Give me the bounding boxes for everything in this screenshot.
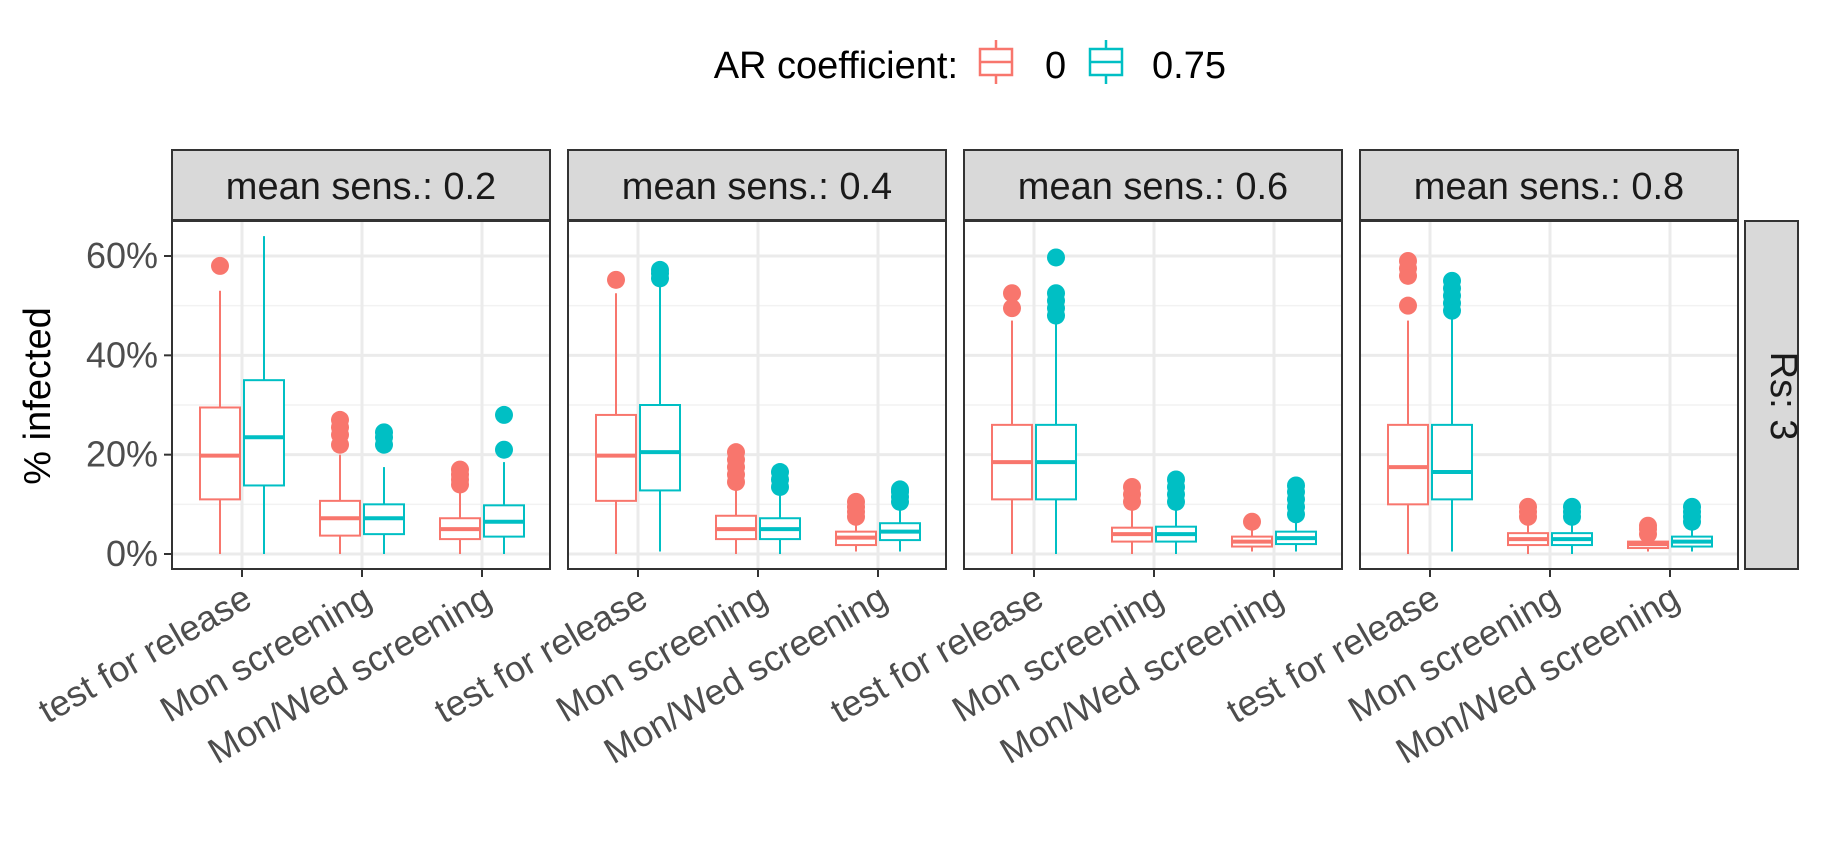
outlier-point xyxy=(1399,296,1417,315)
outlier-point xyxy=(607,270,625,289)
legend-key-ar-0 xyxy=(978,40,1014,84)
legend-label-ar-075: 0.75 xyxy=(1152,45,1226,87)
outlier-point xyxy=(495,440,513,459)
box-075-0 xyxy=(243,236,285,554)
outlier-point xyxy=(1123,477,1141,496)
facet-strip-background xyxy=(567,149,947,221)
outlier-point xyxy=(1443,271,1461,290)
y-tick-label: 40% xyxy=(86,334,158,375)
box-0-2 xyxy=(439,460,481,554)
box-0-0 xyxy=(1387,251,1429,554)
outlier-point xyxy=(1683,497,1701,516)
y-tick-label: 60% xyxy=(86,235,158,276)
box-0-1 xyxy=(715,443,757,554)
outlier-point xyxy=(1003,284,1021,303)
y-axis-title: % infected xyxy=(17,307,59,484)
y-tick-label: 0% xyxy=(106,533,158,574)
outlier-point xyxy=(211,256,229,275)
box-0-0 xyxy=(199,256,241,554)
outlier-point xyxy=(451,460,469,479)
box-075-2 xyxy=(879,480,921,552)
box-0-2 xyxy=(835,492,877,552)
legend: AR coefficient: 0 0.75 xyxy=(714,40,1226,87)
box-075-2 xyxy=(483,405,525,554)
box-075-0 xyxy=(1035,248,1077,554)
facet-strip-background xyxy=(963,149,1343,221)
outlier-point xyxy=(1167,470,1185,489)
facet-strip-background xyxy=(1359,149,1739,221)
box-0-0 xyxy=(991,284,1033,554)
outlier-point xyxy=(1003,299,1021,318)
box-0-1 xyxy=(319,410,361,554)
facet-strip-background xyxy=(171,149,551,221)
outlier-point xyxy=(1243,512,1261,531)
y-axis: 0% 20% 40% 60% xyxy=(86,235,172,574)
outlier-point xyxy=(331,410,349,429)
box-0-2 xyxy=(1627,516,1669,552)
box-075-1 xyxy=(1155,470,1197,554)
outlier-point xyxy=(1639,516,1657,535)
y-tick-label: 20% xyxy=(86,434,158,475)
outlier-point xyxy=(1047,284,1065,303)
box-075-1 xyxy=(759,463,801,554)
row-strip-label: Rs: 3 xyxy=(1762,352,1804,441)
facet-strip-label: mean sens.: 0.2 xyxy=(226,166,496,208)
outlier-point xyxy=(891,480,909,499)
box-075-2 xyxy=(1671,497,1713,552)
box-0-2 xyxy=(1231,512,1273,552)
outlier-point xyxy=(375,423,393,442)
outlier-point xyxy=(1047,248,1065,267)
outlier-point xyxy=(1287,476,1305,495)
facet-strip-label: mean sens.: 0.4 xyxy=(622,166,892,208)
box-iqr xyxy=(1387,423,1429,506)
outlier-point xyxy=(1519,497,1537,516)
box-0-0 xyxy=(595,270,637,554)
facet-strip-label: mean sens.: 0.6 xyxy=(1018,166,1288,208)
outlier-point xyxy=(495,405,513,424)
box-0-1 xyxy=(1507,497,1549,554)
box-iqr xyxy=(595,413,637,502)
box-iqr xyxy=(199,406,241,501)
outlier-point xyxy=(1399,251,1417,270)
outlier-point xyxy=(1563,497,1581,516)
box-075-0 xyxy=(1431,271,1473,552)
box-iqr xyxy=(243,379,285,487)
facet-strip-label: mean sens.: 0.8 xyxy=(1414,166,1684,208)
row-strip: Rs: 3 xyxy=(1744,220,1804,570)
box-075-0 xyxy=(639,260,681,552)
legend-label-ar-0: 0 xyxy=(1045,45,1066,87)
box-075-1 xyxy=(1551,497,1593,554)
box-075-2 xyxy=(1275,476,1317,552)
legend-title: AR coefficient: xyxy=(714,45,958,87)
box-0-1 xyxy=(1111,477,1153,554)
legend-key-ar-075 xyxy=(1088,40,1124,84)
outlier-point xyxy=(847,492,865,511)
outlier-point xyxy=(651,260,669,279)
box-iqr xyxy=(639,404,681,492)
outlier-point xyxy=(771,463,789,482)
box-075-1 xyxy=(363,423,405,554)
row-strip-background xyxy=(1744,220,1799,570)
box-iqr xyxy=(1431,423,1473,501)
outlier-point xyxy=(727,443,745,462)
